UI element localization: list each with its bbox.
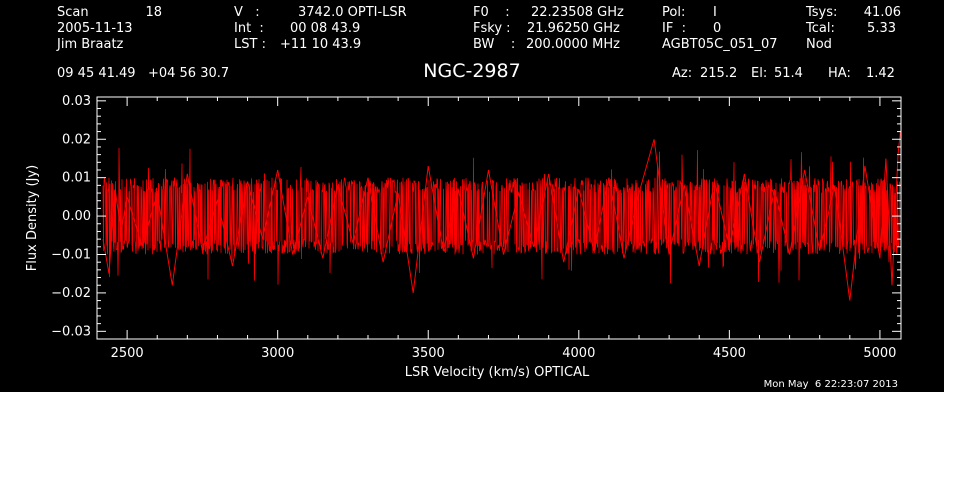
hour-angle-value: 1.42 (866, 66, 895, 81)
spectrum-noise-texture (102, 147, 901, 285)
if-value: 0 (713, 21, 722, 36)
y-tick-label: 0.00 (62, 209, 91, 224)
plot-timestamp: Mon May 6 22:23:07 2013 (763, 379, 898, 390)
x-tick-label: 2500 (111, 346, 144, 361)
x-tick-label: 3500 (412, 346, 445, 361)
y-tick-label: 0.01 (62, 171, 91, 186)
x-tick-label: 3000 (261, 346, 294, 361)
azimuth-label: Az: (672, 66, 693, 81)
polarization-value: I (713, 5, 717, 20)
tsys-label: Tsys: (806, 5, 838, 20)
velocity-label: V : (234, 5, 260, 20)
tcal-value: 5.33 (867, 21, 896, 36)
if-label: IF : (662, 21, 686, 36)
y-tick-label: −0.02 (51, 286, 91, 301)
plot-frame (96, 96, 902, 340)
x-axis-label: LSR Velocity (km/s) OPTICAL (405, 365, 590, 380)
y-tick-label: 0.03 (62, 94, 91, 109)
x-tick-label: 4500 (713, 346, 746, 361)
source-coordinates: 09 45 41.49 +04 56 30.7 (57, 66, 230, 81)
plot-window: Scan 18 2005-11-13 Jim Braatz V : 3742.0… (0, 0, 944, 392)
y-tick-label: 0.02 (62, 132, 91, 147)
y-axis-label: Flux Density (Jy) (25, 165, 40, 271)
integration-label: Int : (234, 21, 264, 36)
observer-name: Jim Braatz (57, 37, 124, 52)
velocity-value: 3742.0 OPTI-LSR (298, 5, 407, 20)
elevation-value: 51.4 (774, 66, 803, 81)
scan-value: 18 (145, 5, 162, 20)
fsky-value: 21.96250 GHz (527, 21, 620, 36)
tcal-label: Tcal: (806, 21, 835, 36)
f0-value: 22.23508 GHz (531, 5, 624, 20)
hour-angle-label: HA: (828, 66, 851, 81)
scan-label: Scan (57, 5, 89, 20)
lst-value: +11 10 43.9 (280, 37, 362, 52)
spectrum-chart: 2500 3000 3500 4000 4500 5000 −0.03 −0.02 −0.01 0… (25, 94, 902, 380)
trace-layer (102, 131, 901, 301)
plot-title: NGC-2987 (423, 60, 521, 82)
azimuth-value: 215.2 (700, 66, 738, 81)
polarization-label: Pol: (662, 5, 686, 20)
observing-mode: Nod (806, 37, 832, 52)
observation-date: 2005-11-13 (57, 21, 133, 36)
bandwidth-value: 200.0000 MHz (526, 37, 620, 52)
project-id: AGBT05C_051_07 (662, 37, 778, 52)
bandwidth-label: BW : (473, 37, 516, 52)
integration-value: 00 08 43.9 (290, 21, 361, 36)
axes-frame: 2500 3000 3500 4000 4500 5000 −0.03 −0.02 −0.01 0… (51, 94, 902, 361)
x-tick-label: 5000 (863, 346, 896, 361)
y-tick-label: −0.03 (51, 324, 91, 339)
elevation-label: El: (751, 66, 768, 81)
f0-label: F0 : (473, 5, 510, 20)
x-tick-label: 4000 (562, 346, 595, 361)
fsky-label: Fsky : (473, 21, 511, 36)
tsys-value: 41.06 (863, 5, 901, 20)
y-tick-label: −0.01 (51, 247, 91, 262)
lst-label: LST : (234, 37, 266, 52)
